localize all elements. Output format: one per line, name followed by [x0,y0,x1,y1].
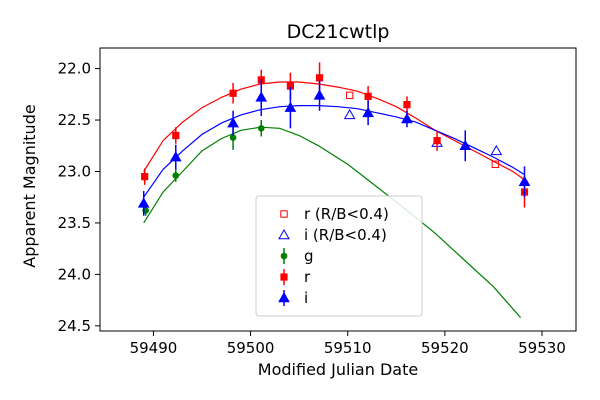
model-curve [143,126,522,318]
x-tick-label: 59520 [421,339,469,357]
data-point [433,137,441,145]
y-tick-label: 24.5 [58,317,91,335]
data-point [362,106,374,118]
data-point [403,101,411,109]
legend-marker [278,291,290,303]
data-point [364,92,372,100]
data-point [229,134,237,141]
legend-label: g [304,247,314,265]
data-point [491,160,500,168]
data-point [229,89,237,97]
legend-marker [280,273,288,281]
data-point [343,108,356,120]
legend-label: r [304,268,311,286]
x-tick-label: 59510 [324,339,372,357]
data-point [345,91,354,100]
legend-marker [280,210,288,218]
data-point [172,172,180,179]
data-point [172,131,180,140]
legend-label: i (R/B<0.4) [304,226,387,244]
data-point [141,173,149,181]
data-point [518,175,531,187]
model-curve [143,81,525,181]
chart-title: DC21cwtlp [287,21,390,43]
data-point [227,117,239,128]
x-tick-label: 59490 [130,339,178,357]
y-tick-label: 24.0 [58,265,91,283]
legend-box [255,195,423,317]
axes-group: 59490 59500 59510 59520 59530 22.0 22.5 23.0 23.… [58,47,577,357]
data-point [490,144,503,156]
y-axis-label: Apparent Magnitude [20,104,39,267]
plot-frame [99,47,577,332]
data-point [137,197,150,208]
x-tick-label: 59530 [518,339,566,357]
data-point [255,91,268,102]
data-points [137,62,531,216]
data-point [284,101,297,112]
y-tick-label: 23.5 [58,214,91,232]
data-point [313,89,326,100]
x-tick-label: 59500 [227,339,275,357]
legend-marker [280,252,288,260]
legend-marker [278,228,290,240]
legend-label: i [304,289,308,307]
y-tick-label: 22.5 [58,111,91,129]
data-point [459,139,472,151]
data-point [169,151,182,162]
data-point [401,112,413,124]
y-tick-label: 22.0 [58,60,91,78]
data-point [257,124,265,132]
x-axis-label: Modified Julian Date [258,360,418,379]
legend-label: r (R/B<0.4) [304,205,389,223]
legend: r (R/B<0.4) i (R/B<0.4) gri [255,195,423,317]
y-tick-label: 23.0 [58,162,91,180]
